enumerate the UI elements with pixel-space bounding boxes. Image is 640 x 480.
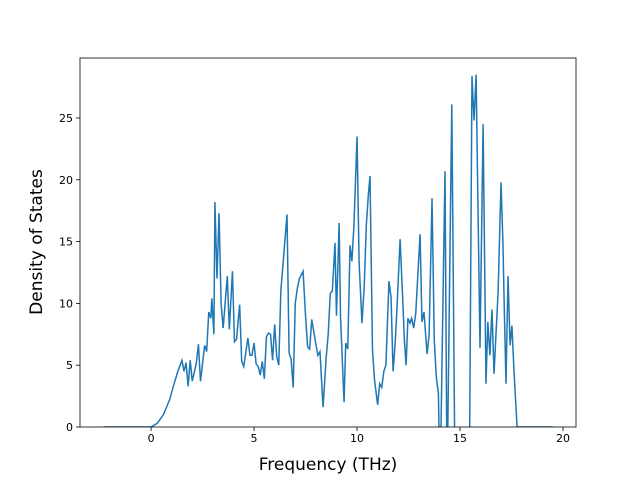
y-tick-label: 20 xyxy=(59,174,73,187)
x-axis-label: Frequency (THz) xyxy=(259,455,398,475)
y-axis-label: Density of States xyxy=(27,169,47,315)
x-tick-label: 10 xyxy=(350,432,364,445)
x-tick-label: 15 xyxy=(453,432,467,445)
x-tick-label: 0 xyxy=(148,432,155,445)
y-tick-label: 25 xyxy=(59,112,73,125)
x-tick-label: 5 xyxy=(251,432,258,445)
y-tick-label: 0 xyxy=(66,421,73,434)
y-tick-label: 15 xyxy=(59,236,73,249)
plot-frame xyxy=(79,57,577,428)
line-series xyxy=(103,74,553,427)
y-tick-label: 10 xyxy=(59,297,73,310)
y-tick-label: 5 xyxy=(66,359,73,372)
x-tick-label: 20 xyxy=(556,432,570,445)
